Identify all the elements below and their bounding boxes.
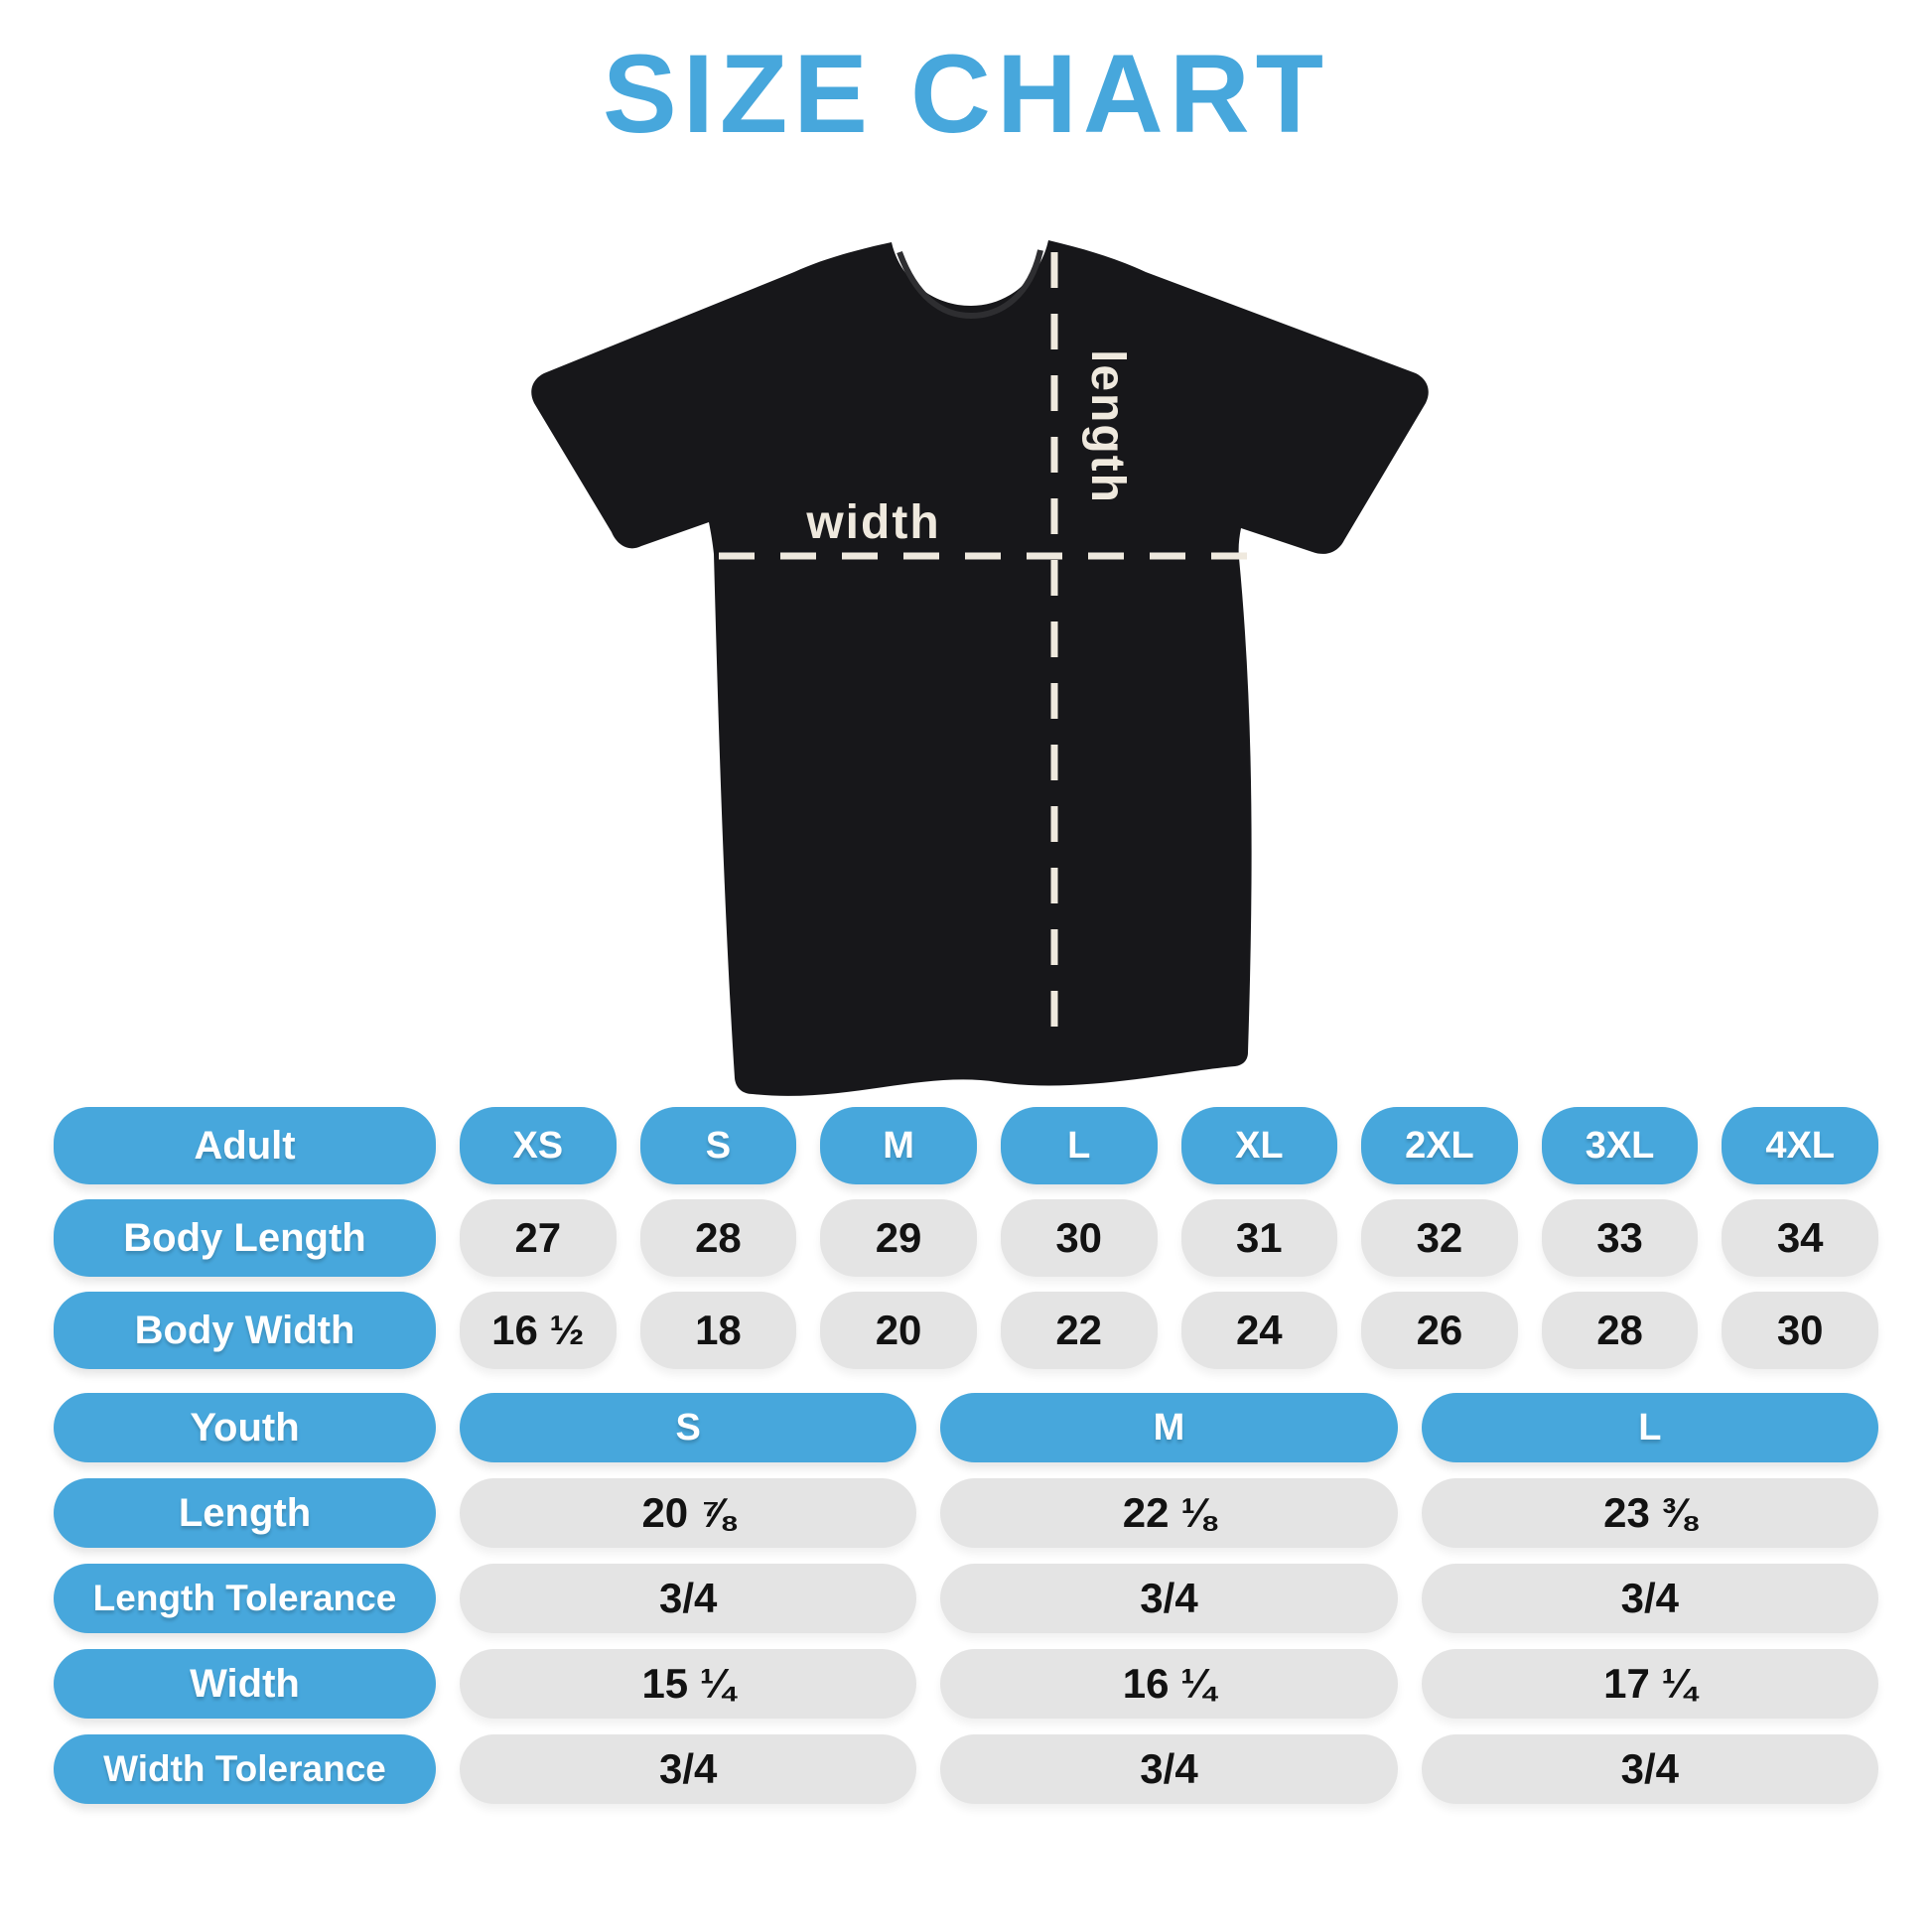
row-label-length-tolerance: Length Tolerance	[54, 1564, 436, 1633]
body-width-xl: 24	[1180, 1292, 1338, 1369]
size-header-xs: XS	[460, 1107, 617, 1184]
length-measure-label: length	[1081, 349, 1134, 504]
youth-width-tolerance-l: 3/4	[1421, 1734, 1878, 1804]
youth-length-row: Length 20 ⅞ 22 ⅛ 23 ⅜	[54, 1478, 1878, 1548]
body-length-3xl: 33	[1541, 1199, 1699, 1277]
body-width-xs: 16 ½	[460, 1292, 617, 1369]
size-header-2xl: 2XL	[1361, 1107, 1518, 1184]
youth-width-l: 17 ¼	[1421, 1649, 1878, 1719]
youth-length-tolerance-l: 3/4	[1421, 1564, 1878, 1633]
body-length-2xl: 32	[1361, 1199, 1518, 1277]
body-width-row: Body Width 16 ½ 18 20 22 24 26 28 30	[54, 1292, 1878, 1369]
youth-length-tolerance-m: 3/4	[940, 1564, 1398, 1633]
row-label-length: Length	[54, 1478, 436, 1548]
size-header-xl: XL	[1180, 1107, 1338, 1184]
width-measure-label: width	[805, 496, 940, 549]
youth-width-tolerance-s: 3/4	[460, 1734, 917, 1804]
youth-header-row: Youth S M L	[54, 1393, 1878, 1462]
tshirt-measurement-diagram: width length	[531, 240, 1429, 1096]
adult-header-row: Adult XS S M L XL 2XL 3XL 4XL	[54, 1107, 1878, 1184]
body-length-row: Body Length 27 28 29 30 31 32 33 34	[54, 1199, 1878, 1277]
youth-width-tolerance-row: Width Tolerance 3/4 3/4 3/4	[54, 1734, 1878, 1804]
youth-width-m: 16 ¼	[940, 1649, 1398, 1719]
body-width-3xl: 28	[1541, 1292, 1699, 1369]
youth-size-header-s: S	[460, 1393, 917, 1462]
youth-length-tolerance-row: Length Tolerance 3/4 3/4 3/4	[54, 1564, 1878, 1633]
body-width-4xl: 30	[1722, 1292, 1878, 1369]
body-width-s: 18	[639, 1292, 797, 1369]
youth-width-tolerance-m: 3/4	[940, 1734, 1398, 1804]
youth-table-title: Youth	[54, 1393, 436, 1462]
body-length-xs: 27	[460, 1199, 617, 1277]
youth-length-l: 23 ⅜	[1421, 1478, 1878, 1548]
body-length-xl: 31	[1180, 1199, 1338, 1277]
tshirt-silhouette	[531, 240, 1429, 1096]
youth-width-s: 15 ¼	[460, 1649, 917, 1719]
size-header-m: M	[820, 1107, 977, 1184]
body-length-4xl: 34	[1722, 1199, 1878, 1277]
size-header-4xl: 4XL	[1722, 1107, 1878, 1184]
youth-size-table: Youth S M L Length 20 ⅞ 22 ⅛ 23 ⅜ Length…	[54, 1393, 1878, 1804]
youth-size-header-l: L	[1421, 1393, 1878, 1462]
row-label-body-width: Body Width	[54, 1292, 436, 1369]
table-spacer	[54, 1369, 1878, 1393]
youth-length-tolerance-s: 3/4	[460, 1564, 917, 1633]
youth-length-m: 22 ⅛	[940, 1478, 1398, 1548]
youth-length-s: 20 ⅞	[460, 1478, 917, 1548]
body-width-m: 20	[820, 1292, 977, 1369]
size-header-s: S	[639, 1107, 797, 1184]
size-header-l: L	[1000, 1107, 1158, 1184]
collar-seam	[897, 249, 1043, 320]
body-length-l: 30	[1000, 1199, 1158, 1277]
row-label-width: Width	[54, 1649, 436, 1719]
youth-width-row: Width 15 ¼ 16 ¼ 17 ¼	[54, 1649, 1878, 1719]
adult-table-title: Adult	[54, 1107, 436, 1184]
body-length-s: 28	[639, 1199, 797, 1277]
size-tables: Adult XS S M L XL 2XL 3XL 4XL Body Lengt…	[54, 1107, 1878, 1804]
row-label-body-length: Body Length	[54, 1199, 436, 1277]
body-width-2xl: 26	[1361, 1292, 1518, 1369]
body-width-l: 22	[1000, 1292, 1158, 1369]
page-title: SIZE CHART	[603, 32, 1329, 156]
adult-size-table: Adult XS S M L XL 2XL 3XL 4XL Body Lengt…	[54, 1107, 1878, 1369]
youth-size-header-m: M	[940, 1393, 1398, 1462]
body-length-m: 29	[820, 1199, 977, 1277]
size-header-3xl: 3XL	[1541, 1107, 1699, 1184]
row-label-width-tolerance: Width Tolerance	[54, 1734, 436, 1804]
